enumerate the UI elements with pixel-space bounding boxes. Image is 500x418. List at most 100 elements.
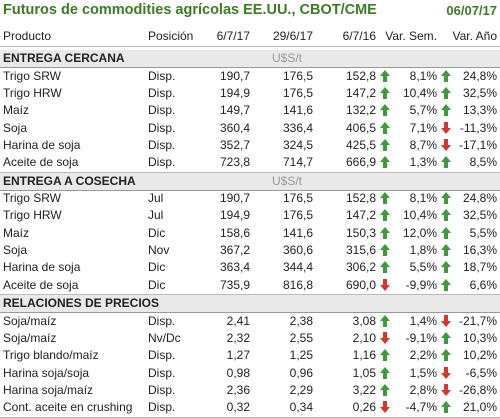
arrow-shape (380, 209, 390, 221)
cell: 16,3% (462, 243, 497, 257)
cell: 132,2 (345, 103, 376, 117)
cell: 0,34 (289, 400, 313, 414)
cell: 13,3% (462, 103, 497, 117)
cell: Dic (148, 226, 166, 240)
cell: Disp. (148, 348, 176, 362)
cell: 324,5 (282, 138, 313, 152)
cell: 714,7 (282, 155, 313, 169)
cell: 176,5 (282, 191, 313, 205)
arrow-up (380, 104, 390, 116)
cell: 1,05 (352, 366, 376, 380)
arrow-shape (380, 261, 390, 273)
cell: 1,5% (409, 366, 437, 380)
section-header (0, 295, 500, 313)
cell: -21,7% (458, 314, 497, 328)
cell: Disp. (148, 400, 176, 414)
cell: Disp. (148, 155, 176, 169)
column-header: Posición (148, 29, 194, 43)
cell: 8,1% (409, 69, 437, 83)
arrow-up (380, 209, 390, 221)
cell: Disp. (148, 103, 176, 117)
cell: 190,7 (219, 69, 250, 83)
cell: Disp. (148, 121, 176, 135)
cell: 2,55 (289, 331, 313, 345)
cell: 2,32 (226, 331, 250, 345)
arrow-up (441, 244, 451, 256)
cell: Maíz (3, 103, 30, 117)
arrow-up (380, 227, 390, 239)
arrow-shape (441, 104, 451, 116)
unit-label: U$S/t (272, 51, 303, 65)
arrow-down (441, 367, 451, 379)
arrow-shape (380, 244, 390, 256)
arrow-shape (441, 401, 451, 413)
cell: 2,38 (289, 314, 313, 328)
arrow-shape (441, 87, 451, 99)
cell: 306,2 (345, 260, 376, 274)
cell: Maíz (3, 226, 30, 240)
cell: 5,5% (469, 226, 497, 240)
arrow-shape (441, 122, 451, 134)
cell: 5,5% (409, 260, 437, 274)
cell: Trigo SRW (3, 69, 62, 83)
arrow-shape (380, 104, 390, 116)
arrow-shape (441, 279, 451, 291)
cell: 176,5 (282, 69, 313, 83)
arrow-shape (380, 227, 390, 239)
cell: Trigo HRW (3, 86, 62, 100)
cell: 10,4% (402, 86, 437, 100)
cell: 1,25 (289, 348, 313, 362)
cell: 367,2 (219, 243, 250, 257)
cell: -9,1% (405, 331, 437, 345)
cell: -26,8% (458, 383, 497, 397)
cell: Jul (148, 191, 164, 205)
cell: Soja/maíz (3, 331, 57, 345)
arrow-shape (441, 261, 451, 273)
cell: 10,4% (402, 208, 437, 222)
arrow-shape (441, 209, 451, 221)
cell: Nov (148, 243, 170, 257)
arrow-up (441, 332, 451, 344)
arrow-up (441, 261, 451, 273)
cell: 360,6 (282, 243, 313, 257)
cell: -9,9% (405, 278, 437, 292)
cell: 3,08 (352, 314, 376, 328)
arrow-shape (441, 192, 451, 204)
arrow-down (441, 315, 451, 327)
cell: 2,41 (226, 314, 250, 328)
arrow-up (380, 384, 390, 396)
section-rule (0, 67, 500, 68)
arrow-shape (441, 139, 451, 151)
cell: -6,5% (465, 366, 497, 380)
date: 06/07/17 (446, 3, 497, 18)
cell: 315,6 (345, 243, 376, 257)
cell: 152,8 (345, 69, 376, 83)
cell: 352,7 (219, 138, 250, 152)
cell: 10,2% (462, 348, 497, 362)
cell: Aceite de soja (3, 155, 79, 169)
arrow-down (380, 332, 390, 344)
arrow-up (441, 192, 451, 204)
arrow-up (380, 192, 390, 204)
cell: 152,8 (345, 191, 376, 205)
cell: 32,5% (462, 86, 497, 100)
cell: Cont. aceite en crushing (3, 400, 133, 414)
cell: 2,10 (352, 331, 376, 345)
arrow-shape (380, 384, 390, 396)
cell: Soja (3, 121, 28, 135)
cell: Disp. (148, 138, 176, 152)
section-header (0, 172, 500, 190)
cell: -11,3% (459, 121, 497, 135)
arrow-up (380, 349, 390, 361)
cell: Disp. (148, 314, 176, 328)
arrow-up (380, 139, 390, 151)
arrow-shape (441, 315, 451, 327)
arrow-up (380, 244, 390, 256)
arrow-up (441, 209, 451, 221)
cell: 2,2% (409, 348, 437, 362)
cell: 8,5% (469, 155, 497, 169)
cell: 723,8 (219, 155, 250, 169)
cell: 363,4 (219, 260, 250, 274)
cell: 158,6 (219, 226, 250, 240)
cell: 12,0% (402, 226, 437, 240)
